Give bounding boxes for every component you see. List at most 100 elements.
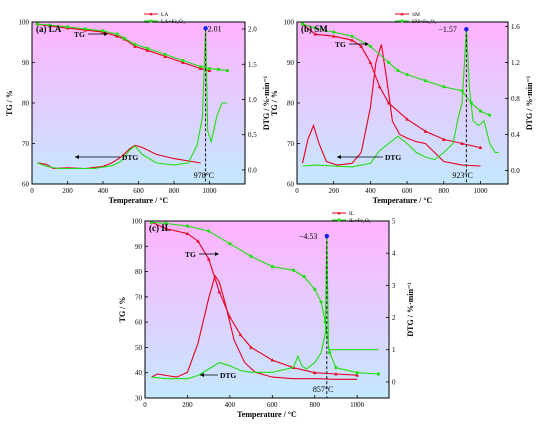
legend-entry-label: SM xyxy=(412,12,420,18)
y-right-axis-label: DTG / %·min⁻¹ xyxy=(525,75,534,130)
y-left-tick-label: 60 xyxy=(22,181,30,189)
data-point xyxy=(332,30,336,34)
dtg-annotation: DTG xyxy=(122,153,138,162)
peak-value-label: 2.01 xyxy=(208,24,222,33)
x-tick-label: 400 xyxy=(365,187,376,195)
data-point xyxy=(228,242,232,246)
peak-temp-label: 857°C xyxy=(313,385,334,394)
data-point xyxy=(460,141,464,145)
data-point xyxy=(334,372,338,376)
data-point xyxy=(181,58,185,63)
x-tick-label: 200 xyxy=(62,187,73,195)
data-point xyxy=(122,36,126,40)
series-dtg-catalyst-line xyxy=(151,236,379,380)
legend-marker xyxy=(337,218,341,222)
data-point xyxy=(355,371,359,375)
peak-marker xyxy=(464,27,469,32)
data-point xyxy=(199,64,203,69)
data-point xyxy=(488,113,492,117)
legend-marker xyxy=(149,12,153,16)
data-point xyxy=(133,44,137,48)
data-point xyxy=(217,290,222,294)
x-tick-label: 800 xyxy=(169,187,180,195)
data-point xyxy=(48,23,52,27)
data-point xyxy=(319,300,323,304)
data-point xyxy=(207,229,211,233)
data-point xyxy=(198,66,203,70)
y-left-tick-label: 100 xyxy=(284,19,295,27)
data-point xyxy=(302,275,306,279)
x-tick-label: 600 xyxy=(402,187,413,195)
data-point xyxy=(163,52,167,57)
tg-annotation: TG xyxy=(185,250,196,259)
y-left-tick-label: 50 xyxy=(135,344,143,352)
series-dtg-sample-line xyxy=(301,44,481,167)
dtg-arrow-head xyxy=(337,155,341,159)
y-left-tick-label: 100 xyxy=(19,19,30,27)
y-left-tick-label: 70 xyxy=(287,140,295,148)
data-point xyxy=(368,60,373,64)
series-tg-catalyst-line xyxy=(302,23,490,116)
data-point xyxy=(145,48,150,52)
y-left-tick-label: 70 xyxy=(22,140,30,148)
y-left-tick-label: 70 xyxy=(135,293,143,301)
y-right-tick-label: 4 xyxy=(392,250,396,258)
y-right-tick-label: 0.0 xyxy=(511,167,520,175)
data-point xyxy=(291,268,296,272)
data-point xyxy=(478,109,483,113)
y-right-tick-label: 5 xyxy=(392,218,396,226)
plot-background xyxy=(297,22,508,184)
y-right-tick-label: 0.0 xyxy=(248,166,257,174)
tg-arrow-head xyxy=(215,252,219,256)
series-dtg-catalyst-line xyxy=(302,29,499,168)
x-axis-label: Temperature / °C xyxy=(237,410,297,419)
data-point xyxy=(441,137,446,141)
data-point xyxy=(368,44,372,48)
series-dtg-sample-line xyxy=(151,274,358,380)
data-point xyxy=(216,67,220,71)
y-left-axis-label: TG / % xyxy=(270,90,279,116)
legend-marker xyxy=(400,12,404,16)
y-left-tick-label: 40 xyxy=(135,369,143,377)
data-point xyxy=(35,22,39,26)
legend-entry-label: IL xyxy=(349,211,355,217)
tg-arrow-head xyxy=(104,32,108,36)
series-tg-catalyst-line xyxy=(151,221,379,375)
plot-background xyxy=(145,221,389,398)
x-tick-label: 600 xyxy=(267,401,278,409)
data-point xyxy=(405,73,409,77)
x-tick-label: 0 xyxy=(143,401,147,409)
data-point xyxy=(164,226,169,230)
y-right-tick-label: 1.2 xyxy=(511,59,520,67)
data-point xyxy=(207,66,212,71)
data-point xyxy=(181,60,185,64)
data-point xyxy=(405,117,409,121)
series-dtg-catalyst-line xyxy=(37,28,228,170)
y-left-tick-label: 90 xyxy=(135,243,143,251)
data-point xyxy=(163,54,167,58)
data-point xyxy=(334,366,338,370)
legend-entry-label: IL+Fe₂O₃ xyxy=(349,218,371,224)
data-point xyxy=(270,358,275,362)
y-left-tick-label: 90 xyxy=(287,59,295,67)
data-point xyxy=(225,69,229,73)
y-right-tick-label: 3 xyxy=(392,282,396,290)
peak-temp-label: 978°C xyxy=(194,171,215,180)
data-point xyxy=(423,79,428,83)
y-left-tick-label: 80 xyxy=(22,100,30,108)
data-point xyxy=(423,129,428,133)
data-point xyxy=(300,22,305,26)
x-tick-label: 200 xyxy=(182,401,193,409)
plot-frame xyxy=(144,220,390,399)
y-right-axis-label: DTG / %·min⁻¹ xyxy=(406,282,415,337)
peak-value-label: −1.57 xyxy=(438,25,457,34)
y-left-tick-label: 100 xyxy=(132,218,143,226)
x-tick-label: 0 xyxy=(295,187,299,195)
panel-title: (b) SM xyxy=(301,24,328,34)
y-left-tick-label: 60 xyxy=(287,181,295,189)
x-tick-label: 400 xyxy=(98,187,109,195)
series-tg-sample-line xyxy=(151,221,358,376)
data-point xyxy=(185,231,190,236)
data-point xyxy=(396,69,400,73)
